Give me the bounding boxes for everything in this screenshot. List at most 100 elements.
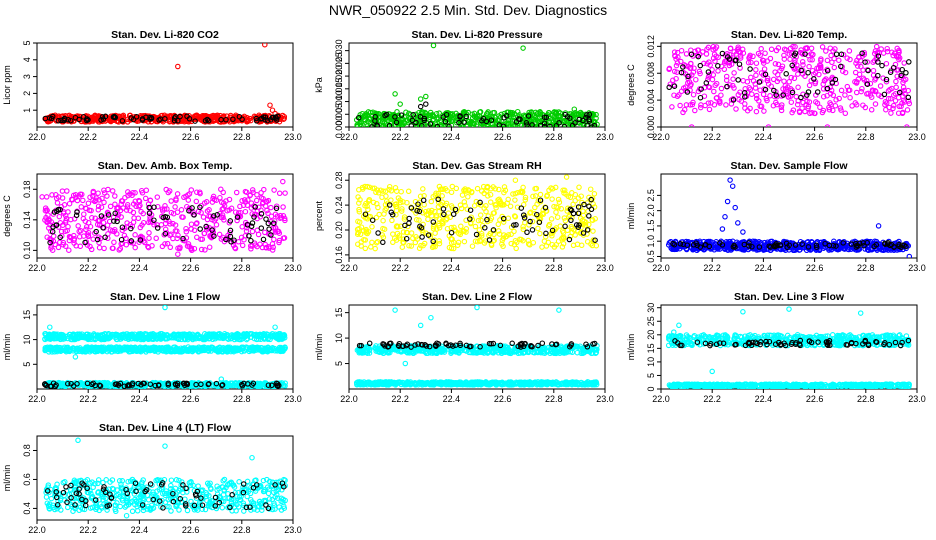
outlier-point: [719, 226, 726, 232]
data-point: [89, 215, 95, 221]
data-point: [874, 247, 880, 253]
data-point: [549, 233, 555, 239]
data-point: [64, 335, 71, 342]
data-point: [745, 246, 752, 253]
selected-point: [486, 237, 493, 243]
data-point: [221, 333, 227, 340]
data-point: [261, 186, 267, 193]
data-point: [394, 223, 400, 229]
data-point: [394, 230, 401, 237]
outlier-point: [512, 177, 519, 183]
selected-point: [732, 57, 739, 64]
data-point: [845, 87, 852, 94]
data-point: [221, 203, 228, 209]
selected-point: [162, 116, 168, 122]
data-point: [756, 98, 762, 104]
data-point: [396, 122, 403, 127]
data-point: [111, 332, 117, 338]
data-point: [525, 241, 532, 247]
selected-point: [440, 206, 447, 212]
data-point: [136, 203, 142, 210]
selected-point: [180, 235, 186, 242]
data-point: [514, 108, 521, 115]
data-point: [675, 54, 681, 61]
data-point: [131, 215, 137, 221]
outlier-point: [735, 220, 741, 226]
data-point: [504, 200, 510, 206]
data-point: [511, 213, 518, 219]
data-point: [753, 72, 759, 79]
data-point: [240, 331, 247, 338]
x-tick-label: 22.4: [131, 394, 149, 404]
data-point: [723, 102, 729, 108]
selected-point: [53, 222, 59, 229]
data-point: [544, 192, 551, 198]
selected-point: [811, 76, 817, 82]
data-points: [42, 43, 288, 125]
selected-point: [228, 239, 234, 245]
data-point: [135, 348, 141, 354]
data-point: [865, 90, 871, 97]
data-point: [680, 109, 686, 116]
y-tick-label: 5: [22, 40, 32, 45]
selected-point: [566, 236, 573, 243]
data-point: [177, 331, 183, 338]
data-point: [85, 220, 92, 226]
data-point: [591, 191, 598, 197]
data-point: [121, 331, 127, 338]
data-point: [401, 214, 408, 220]
data-point: [449, 236, 455, 242]
data-point: [691, 65, 697, 71]
data-point: [590, 201, 596, 207]
selected-point: [798, 67, 804, 74]
x-tick-label: 22.0: [340, 132, 358, 142]
y-axis-label: degrees C: [2, 195, 12, 237]
y-tick-label: 10: [22, 335, 32, 345]
data-point: [747, 52, 753, 59]
outlier-point: [571, 106, 578, 112]
data-point: [535, 225, 541, 232]
outlier-point: [269, 107, 276, 113]
data-point: [767, 55, 774, 62]
data-point: [864, 59, 871, 65]
x-tick-label: 22.4: [755, 263, 773, 273]
selected-point: [715, 63, 721, 69]
data-point: [107, 345, 113, 352]
data-point: [781, 56, 788, 62]
data-point: [905, 98, 912, 104]
data-point: [572, 232, 578, 238]
data-point: [136, 197, 142, 204]
data-point: [142, 195, 149, 202]
data-point: [60, 241, 66, 248]
selected-point: [523, 120, 530, 126]
selected-point: [227, 218, 234, 224]
selected-point: [680, 64, 686, 70]
selected-point: [435, 196, 441, 203]
data-point: [888, 110, 894, 116]
selected-point: [575, 210, 582, 217]
selected-point: [442, 118, 449, 125]
y-tick-label: 0.030: [334, 39, 344, 62]
y-tick-label: 15: [22, 310, 32, 320]
data-point: [806, 82, 813, 89]
selected-point: [246, 233, 252, 239]
data-point: [688, 81, 694, 87]
selected-point: [467, 216, 473, 222]
selected-point: [154, 225, 161, 231]
data-point: [750, 78, 757, 84]
selected-point: [772, 242, 779, 248]
data-point: [413, 216, 420, 223]
data-point: [446, 244, 453, 251]
data-point: [419, 109, 426, 116]
data-point: [69, 332, 76, 339]
data-point: [461, 228, 467, 235]
data-point: [73, 194, 79, 201]
data-point: [898, 103, 904, 110]
data-point: [809, 51, 816, 58]
data-point: [74, 335, 80, 341]
data-point: [372, 245, 378, 252]
selected-point: [249, 220, 256, 226]
x-tick-label: 23.0: [596, 132, 614, 142]
data-point: [858, 63, 864, 70]
